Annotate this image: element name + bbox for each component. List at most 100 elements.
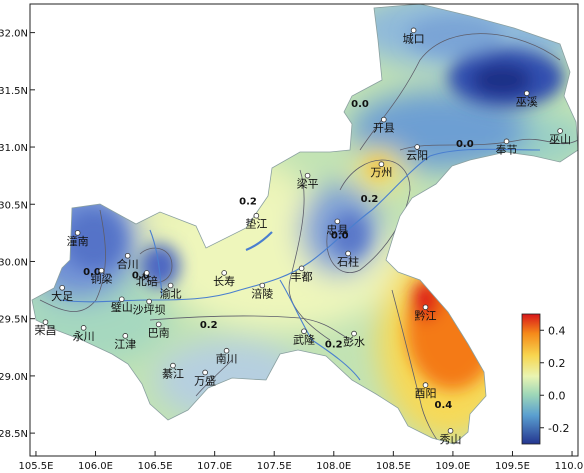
- contour-line: [195, 359, 233, 397]
- city-label: 万盛: [194, 373, 216, 387]
- city-dot: [74, 230, 81, 236]
- city-dot: [118, 296, 125, 303]
- city-label: 垫江: [245, 217, 267, 231]
- city-label: 梁平: [297, 177, 319, 191]
- city-label: 酉阳: [415, 387, 437, 400]
- city-marker: 江津: [114, 333, 136, 351]
- city-label: 涪陵: [251, 287, 273, 301]
- region-outline: [31, 3, 579, 445]
- city-label: 武隆: [293, 332, 315, 346]
- lon-tick-label: 108.5E: [376, 461, 411, 472]
- city-label: 巫山: [549, 133, 571, 146]
- city-dot: [422, 304, 429, 311]
- city-dot: [301, 328, 307, 335]
- wu-river: [279, 279, 361, 381]
- contour-labels: 0.0 0.0 0.2 0.2 0.0 0.0 0.0 0.2 0.2 0.4: [83, 99, 474, 411]
- city-marker: 奉节: [496, 138, 518, 156]
- city-dot: [351, 330, 357, 337]
- city-label: 巴南: [148, 326, 170, 339]
- contour-label: 0.4: [435, 400, 453, 411]
- city-marker: 万州: [370, 161, 392, 179]
- city-marker: 巫溪: [516, 90, 538, 108]
- contour-line: [288, 169, 331, 341]
- city-dot: [259, 282, 266, 289]
- city-marker: 渝北: [160, 282, 182, 301]
- city-dot: [98, 267, 105, 274]
- city-dot: [42, 319, 49, 325]
- city-label: 綦江: [162, 368, 184, 381]
- city-marker: 永川: [73, 325, 95, 343]
- contour-line: [149, 315, 353, 341]
- city-dot: [146, 298, 152, 305]
- city-label: 开县: [373, 122, 395, 135]
- city-label: 石柱: [337, 254, 359, 268]
- city-dot: [523, 90, 530, 97]
- city-label: 江津: [114, 338, 136, 351]
- city-label: 渝北: [160, 287, 182, 301]
- city-marker: 北碚: [136, 270, 158, 288]
- city-marker: 荣昌: [34, 319, 56, 337]
- city-label: 秀山: [440, 433, 462, 446]
- city-marker: 开县: [373, 116, 395, 135]
- lon-tick-label: 109.0E: [435, 461, 470, 472]
- city-dot: [155, 321, 162, 328]
- city-label: 黔江: [415, 308, 437, 322]
- city-dot: [143, 270, 150, 276]
- city-dot: [253, 212, 260, 219]
- city-marker: 云阳: [406, 144, 428, 162]
- contour-line: [399, 138, 578, 151]
- lon-tick-label: 107.0E: [197, 461, 232, 472]
- city-dot: [345, 250, 351, 257]
- contour-line: [139, 247, 173, 283]
- lat-tick-label: 32.0N: [0, 29, 28, 40]
- colorbar-ticks: 0.4 0.2 0.0 -0.2: [540, 324, 569, 435]
- city-marker: 丰都: [291, 265, 313, 283]
- city-marker: 涪陵: [251, 282, 273, 301]
- city-label: 丰都: [291, 270, 313, 283]
- contour-label: 0.2: [361, 194, 379, 205]
- lon-tick-label: 110.0E: [555, 461, 584, 472]
- city-label: 大足: [51, 289, 73, 303]
- colorbar-tick-label: 0.4: [548, 324, 566, 337]
- lat-tick-label: 30.0N: [0, 257, 28, 268]
- city-marker: 彭水: [343, 330, 365, 349]
- contour-label: 0.0: [351, 99, 369, 110]
- contour-label: 0.2: [200, 320, 218, 331]
- city-dot: [167, 282, 174, 289]
- city-marker: 长寿: [213, 270, 235, 288]
- contour-label: 0.0: [331, 231, 349, 242]
- city-marker: 大足: [51, 284, 73, 303]
- contour-label: 0.2: [325, 339, 343, 350]
- lat-tick-label: 28.5N: [0, 429, 28, 440]
- city-label: 巫溪: [516, 95, 538, 108]
- lat-tick-label: 31.0N: [0, 143, 28, 154]
- city-marker: 璧山: [111, 296, 133, 314]
- city-dot: [378, 161, 385, 168]
- city-label: 彭水: [343, 335, 365, 349]
- plot-frame: [29, 3, 579, 457]
- city-dot: [503, 138, 510, 145]
- city-marker: 巴南: [148, 321, 170, 339]
- lon-tick-label: 106.0E: [78, 461, 113, 472]
- city-marker: 潼南: [67, 230, 89, 248]
- city-label: 云阳: [406, 149, 428, 162]
- lake: [245, 231, 273, 252]
- city-marker: 城口: [403, 27, 425, 45]
- city-marker: 黔江: [415, 304, 437, 322]
- city-dot: [414, 144, 420, 150]
- contour-label: 0.0: [132, 271, 150, 282]
- lon-tick-label: 105.5E: [18, 461, 53, 472]
- lon-tick-label: 109.5E: [495, 461, 530, 472]
- city-label: 永川: [73, 329, 95, 343]
- city-marker: 秀山: [440, 428, 462, 446]
- city-label: 沙坪坝: [133, 303, 166, 317]
- city-dot: [124, 252, 131, 259]
- colorbar-gradient: [521, 313, 541, 445]
- city-marker: 铜梁: [90, 267, 112, 286]
- city-marker: 梁平: [297, 172, 319, 191]
- lon-tick-label: 107.5E: [257, 461, 292, 472]
- city-label: 城口: [403, 32, 425, 45]
